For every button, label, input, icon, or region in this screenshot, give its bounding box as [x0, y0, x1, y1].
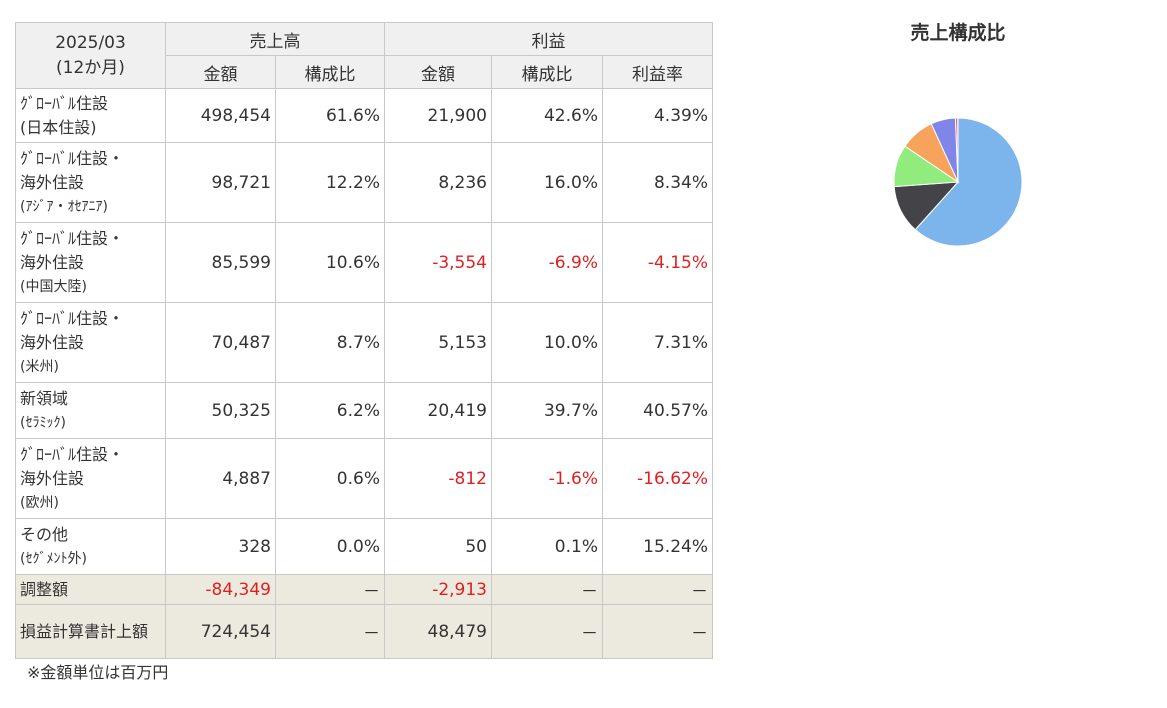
segment-name-line: (日本住設): [20, 117, 97, 137]
segment-name: 調整額: [15, 574, 166, 605]
segment-name-line: 海外住設: [20, 172, 85, 192]
profit-margin: 7.31%: [602, 302, 713, 383]
unit-note: ※金額単位は百万円: [27, 663, 169, 682]
segment-name-line: (ｾｸﾞﾒﾝﾄ外): [20, 550, 87, 567]
segment-name-line: (米州): [20, 358, 59, 375]
profit-margin: -4.15%: [602, 222, 713, 303]
sales-amount: 4,887: [165, 438, 276, 519]
segment-name: 損益計算書計上額: [15, 604, 166, 659]
profit-margin: -16.62%: [602, 438, 713, 519]
sales-group-header: 売上高: [165, 22, 385, 56]
profit-amount: 48,479: [384, 604, 492, 659]
profit-amount: 50: [384, 518, 492, 575]
profit-amount: 8,236: [384, 142, 492, 223]
segment-name-line: ｸﾞﾛｰﾊﾞﾙ住設・: [20, 444, 125, 464]
adjustment-row: 調整額 -84,349 － -2,913 －－: [15, 574, 713, 605]
segment-name: ｸﾞﾛｰﾊﾞﾙ住設・ 海外住設 (欧州): [15, 438, 166, 519]
profit-ratio-header: 構成比: [491, 55, 603, 89]
sales-amount: 85,599: [165, 222, 276, 303]
pie-slice-0: [914, 117, 1023, 247]
profit-margin: 15.24%: [602, 518, 713, 575]
segment-name-line: (欧州): [20, 494, 59, 511]
segment-table: 2025/03 (12か月) 売上高 利益 金額 構成比 金額 構成比 利益率 …: [15, 22, 713, 659]
sales-ratio: －: [275, 574, 385, 605]
profit-margin: 40.57%: [602, 382, 713, 439]
profit-amount-header: 金額: [384, 55, 492, 89]
sales-amount: 50,325: [165, 382, 276, 439]
sales-composition-pie: [893, 117, 1023, 247]
segment-name-line: 海外住設: [20, 332, 85, 352]
sales-ratio-header: 構成比: [275, 55, 385, 89]
segment-name: 新領域 (ｾﾗﾐｯｸ): [15, 382, 166, 439]
segment-name-line: 海外住設: [20, 252, 85, 272]
segment-name-line: ｸﾞﾛｰﾊﾞﾙ住設: [20, 93, 109, 113]
profit-ratio: 39.7%: [491, 382, 603, 439]
period-label: 2025/03: [55, 33, 126, 53]
profit-ratio: －: [491, 574, 603, 605]
segment-name: その他 (ｾｸﾞﾒﾝﾄ外): [15, 518, 166, 575]
sales-ratio: 8.7%: [275, 302, 385, 383]
profit-ratio: －: [491, 604, 603, 659]
segment-name: ｸﾞﾛｰﾊﾞﾙ住設・ 海外住設 (米州): [15, 302, 166, 383]
segment-name-line: 海外住設: [20, 468, 85, 488]
profit-margin: －: [602, 574, 713, 605]
segment-name-line: (ｱｼﾞｱ・ｵｾｱﾆｱ): [20, 198, 108, 215]
sales-amount: 498,454: [165, 88, 276, 143]
profit-ratio: 42.6%: [491, 88, 603, 143]
segment-name: ｸﾞﾛｰﾊﾞﾙ住設・ 海外住設 (中国大陸): [15, 222, 166, 303]
profit-amount: 5,153: [384, 302, 492, 383]
sales-ratio: 0.0%: [275, 518, 385, 575]
segment-name-line: ｸﾞﾛｰﾊﾞﾙ住設・: [20, 148, 125, 168]
profit-margin-header: 利益率: [602, 55, 713, 89]
table-row: ｸﾞﾛｰﾊﾞﾙ住設 (日本住設) 498,454 61.6% 21,900 42.6% 4.…: [15, 88, 713, 143]
segment-name: ｸﾞﾛｰﾊﾞﾙ住設 (日本住設): [15, 88, 166, 143]
profit-amount: -812: [384, 438, 492, 519]
total-row: 損益計算書計上額 724,454 － 48,479 －－: [15, 604, 713, 659]
profit-amount: 20,419: [384, 382, 492, 439]
segment-name-line: (ｾﾗﾐｯｸ): [20, 414, 66, 431]
table-row: その他 (ｾｸﾞﾒﾝﾄ外) 328 0.0% 50 0.1% 15.24%: [15, 518, 713, 575]
profit-amount: -3,554: [384, 222, 492, 303]
sales-ratio: －: [275, 604, 385, 659]
sales-ratio: 6.2%: [275, 382, 385, 439]
profit-ratio: 10.0%: [491, 302, 603, 383]
profit-group-header: 利益: [384, 22, 713, 56]
profit-amount: 21,900: [384, 88, 492, 143]
profit-amount: -2,913: [384, 574, 492, 605]
sales-ratio: 0.6%: [275, 438, 385, 519]
chart-title: 売上構成比: [910, 22, 1006, 44]
segment-name-line: (中国大陸): [20, 278, 87, 295]
segment-name-line: ｸﾞﾛｰﾊﾞﾙ住設・: [20, 308, 125, 328]
table-row: ｸﾞﾛｰﾊﾞﾙ住設・ 海外住設 (中国大陸) 85,599 10.6% -3,554 -6.…: [15, 222, 713, 303]
segment-name-line: ｸﾞﾛｰﾊﾞﾙ住設・: [20, 228, 125, 248]
sales-ratio: 61.6%: [275, 88, 385, 143]
sales-amount: 328: [165, 518, 276, 575]
table-row: 新領域 (ｾﾗﾐｯｸ) 50,325 6.2% 20,419 39.7% 40.57%: [15, 382, 713, 439]
profit-margin: 8.34%: [602, 142, 713, 223]
profit-ratio: -1.6%: [491, 438, 603, 519]
sales-amount: 98,721: [165, 142, 276, 223]
profit-margin: 4.39%: [602, 88, 713, 143]
table-row: ｸﾞﾛｰﾊﾞﾙ住設・ 海外住設 (ｱｼﾞｱ・ｵｾｱﾆｱ) 98,721 12.2% 8,2…: [15, 142, 713, 223]
profit-ratio: -6.9%: [491, 222, 603, 303]
profit-margin: －: [602, 604, 713, 659]
sales-amount-header: 金額: [165, 55, 276, 89]
table-row: ｸﾞﾛｰﾊﾞﾙ住設・ 海外住設 (欧州) 4,887 0.6% -812 -1.6% -16.…: [15, 438, 713, 519]
segment-name: ｸﾞﾛｰﾊﾞﾙ住設・ 海外住設 (ｱｼﾞｱ・ｵｾｱﾆｱ): [15, 142, 166, 223]
segment-table-body: ｸﾞﾛｰﾊﾞﾙ住設 (日本住設) 498,454 61.6% 21,900 42.6% 4.…: [15, 88, 713, 659]
sales-amount: 70,487: [165, 302, 276, 383]
segment-name-line: 新領域: [20, 388, 69, 408]
sales-amount: 724,454: [165, 604, 276, 659]
period-header: 2025/03 (12か月): [15, 22, 166, 89]
segment-name-line: その他: [20, 524, 69, 544]
sales-amount: -84,349: [165, 574, 276, 605]
period-sub-label: (12か月): [56, 58, 125, 78]
sales-ratio: 10.6%: [275, 222, 385, 303]
profit-ratio: 0.1%: [491, 518, 603, 575]
table-row: ｸﾞﾛｰﾊﾞﾙ住設・ 海外住設 (米州) 70,487 8.7% 5,153 10.0% 7.…: [15, 302, 713, 383]
sales-ratio: 12.2%: [275, 142, 385, 223]
profit-ratio: 16.0%: [491, 142, 603, 223]
